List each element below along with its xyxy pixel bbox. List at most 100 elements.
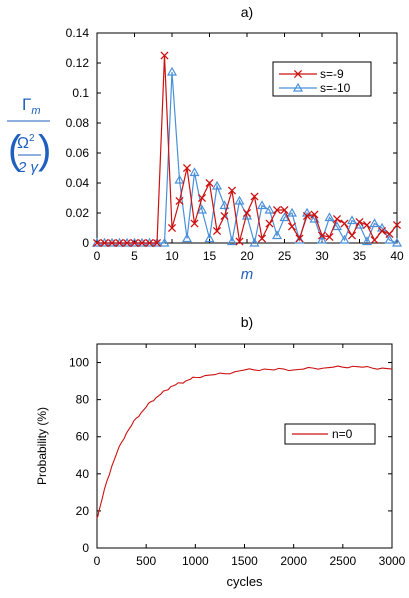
chart-b: b) 0 500 1000 1500 2000 2500 3000 0 20 40 60 80 100 Pr… xyxy=(35,314,406,589)
b-y-tick-label: 60 xyxy=(76,430,90,444)
data-point-triangle-marker xyxy=(166,66,178,76)
b-x-tick-label: 1500 xyxy=(231,554,258,568)
a-legend: s=-9s=-10 xyxy=(272,61,372,97)
a-y-axis-label: Γm()Ω2 2 γ xyxy=(7,95,51,176)
marker-stroke xyxy=(272,205,282,215)
data-point-x-marker xyxy=(302,211,312,221)
marker-stroke xyxy=(265,219,274,228)
a-x-tick-label: 10 xyxy=(165,249,179,263)
data-point-x-marker xyxy=(145,238,154,248)
data-point-x-marker xyxy=(293,69,303,79)
data-point-x-marker xyxy=(332,214,342,224)
data-point-x-marker xyxy=(205,178,214,188)
data-point-x-marker xyxy=(100,238,109,248)
data-point-triangle-marker xyxy=(249,237,260,247)
marker-stroke xyxy=(115,238,124,248)
a-y-tick-label: 0.08 xyxy=(66,116,90,130)
marker-stroke xyxy=(377,226,387,236)
data-point-x-marker xyxy=(182,163,192,173)
data-point-x-marker xyxy=(317,231,327,240)
data-point-x-marker xyxy=(280,205,289,215)
data-point-x-marker xyxy=(272,205,282,215)
marker-stroke xyxy=(130,238,139,248)
data-point-x-marker xyxy=(392,220,402,230)
data-point-x-marker xyxy=(137,238,147,248)
data-point-x-marker xyxy=(122,238,132,248)
data-point-triangle-marker xyxy=(279,212,290,222)
data-point-x-marker xyxy=(257,234,267,243)
b-x-tick-label: 0 xyxy=(94,554,101,568)
a-x-tick-label: 35 xyxy=(353,249,367,263)
data-point-x-marker xyxy=(92,238,102,248)
b-x-tick-label: 500 xyxy=(136,554,156,568)
b-y-tick-label: 80 xyxy=(76,393,90,407)
marker-stroke xyxy=(182,163,192,173)
y-label-numerator-subscript: m xyxy=(31,105,40,117)
b-legend: n=0 xyxy=(284,423,376,445)
legend-label: s=-9 xyxy=(320,67,344,81)
b-x-tick-label: 2000 xyxy=(280,554,307,568)
marker-stroke xyxy=(212,226,222,236)
data-point-x-marker xyxy=(220,211,229,221)
b-x-tick-label: 1000 xyxy=(182,554,209,568)
y-label-omega: Ω2 xyxy=(17,133,35,152)
a-y-tick-label: 0.12 xyxy=(66,56,90,70)
data-point-triangle-marker xyxy=(271,230,283,240)
a-x-tick-label: 5 xyxy=(131,249,138,263)
marker-stroke xyxy=(385,229,394,239)
y-label-two-gamma: 2 γ xyxy=(17,159,40,176)
data-point-x-marker xyxy=(175,196,184,206)
data-point-triangle-marker xyxy=(286,207,298,217)
marker-stroke xyxy=(370,235,379,245)
data-point-triangle-marker xyxy=(159,237,170,247)
data-point-x-marker xyxy=(107,238,117,248)
b-legend-box xyxy=(284,423,376,445)
a-x-tick-label: 40 xyxy=(390,249,404,263)
data-point-x-marker xyxy=(160,51,169,60)
marker-stroke xyxy=(197,193,207,203)
data-point-triangle-marker xyxy=(226,236,238,246)
a-y-tick-label: 0.1 xyxy=(72,86,89,100)
marker-stroke xyxy=(287,222,297,231)
marker-stroke xyxy=(310,210,319,219)
marker-stroke xyxy=(250,192,259,201)
marker-stroke xyxy=(302,211,312,221)
a-legend-box xyxy=(272,61,372,97)
data-point-triangle-marker xyxy=(391,237,403,247)
data-point-x-marker xyxy=(235,237,244,246)
data-point-x-marker xyxy=(167,223,177,233)
data-point-x-marker xyxy=(190,219,199,228)
marker-stroke xyxy=(160,51,169,60)
data-point-x-marker xyxy=(325,232,334,242)
marker-stroke xyxy=(92,238,102,248)
data-point-triangle-marker xyxy=(361,236,373,246)
b-plot-frame xyxy=(96,343,393,549)
data-point-triangle-marker xyxy=(369,218,380,228)
data-point-triangle-marker xyxy=(264,204,275,214)
y-label-numerator: Γm xyxy=(22,95,41,117)
data-point-triangle-marker xyxy=(256,200,268,210)
a-x-axis-label: m xyxy=(241,266,254,283)
data-point-x-marker xyxy=(295,234,304,243)
data-point-x-marker xyxy=(355,217,364,227)
marker-stroke xyxy=(362,220,372,230)
panel-label-b: b) xyxy=(241,314,253,330)
marker-stroke xyxy=(167,223,177,233)
data-point-x-marker xyxy=(347,231,357,240)
marker-stroke xyxy=(257,234,267,243)
panel-label-a: a) xyxy=(241,4,253,20)
y-label-omega-power: 2 xyxy=(29,133,35,144)
data-point-x-marker xyxy=(197,193,207,203)
legend-label: n=0 xyxy=(332,427,353,441)
data-point-triangle-marker xyxy=(331,221,343,231)
data-point-x-marker xyxy=(377,226,387,236)
marker-stroke xyxy=(293,69,303,79)
a-y-tick-label: 0.02 xyxy=(66,206,90,220)
marker-stroke xyxy=(295,234,304,243)
data-point-x-marker xyxy=(265,219,274,228)
a-x-tick-label: 30 xyxy=(315,249,329,263)
data-point-triangle-marker xyxy=(339,234,350,244)
data-point-triangle-marker xyxy=(204,233,215,243)
data-point-triangle-marker xyxy=(292,82,304,92)
